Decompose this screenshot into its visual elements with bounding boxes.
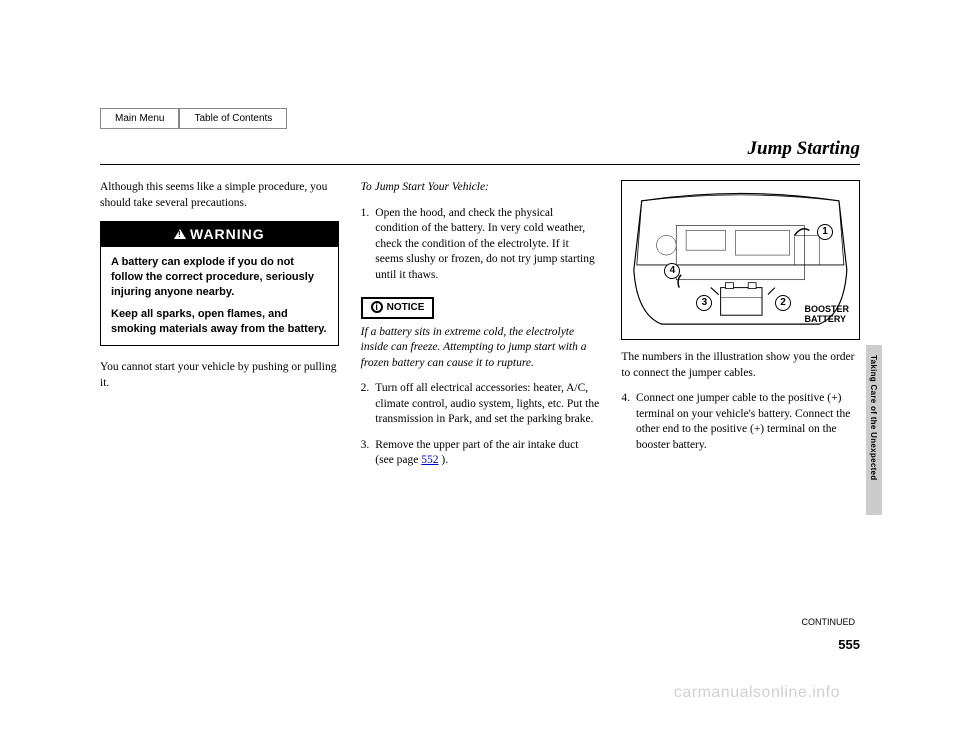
step3-num: 3. bbox=[361, 438, 370, 469]
diagram-caption: The numbers in the illustration show you… bbox=[621, 350, 860, 381]
step4-text: Connect one jumper cable to the positive… bbox=[636, 391, 860, 453]
warning-p2: Keep all sparks, open flames, and smokin… bbox=[111, 307, 328, 337]
engine-diagram: 1 2 3 4 BOOSTER BATTERY bbox=[621, 180, 860, 340]
procedure-heading: To Jump Start Your Vehicle: bbox=[361, 180, 600, 196]
notice-text: If a battery sits in extreme cold, the e… bbox=[361, 325, 600, 372]
warning-p1: A battery can explode if you do not foll… bbox=[111, 255, 328, 300]
warning-triangle-icon bbox=[174, 229, 186, 239]
page-link-552[interactable]: 552 bbox=[421, 454, 438, 466]
title-rule bbox=[100, 164, 860, 165]
continued-label: CONTINUED bbox=[802, 617, 856, 627]
warning-box: WARNING A battery can explode if you do … bbox=[100, 221, 339, 346]
step2-num: 2. bbox=[361, 381, 370, 428]
pushpull-text: You cannot start your vehicle by pushing… bbox=[100, 360, 339, 391]
notice-label: NOTICE bbox=[387, 302, 425, 313]
intro-text: Although this seems like a simple proced… bbox=[100, 180, 339, 211]
main-menu-button[interactable]: Main Menu bbox=[100, 108, 179, 129]
side-section-label: Taking Care of the Unexpected bbox=[869, 355, 878, 480]
step3-text: Remove the upper part of the air intake … bbox=[375, 438, 599, 469]
booster-battery-label: BOOSTER BATTERY bbox=[805, 305, 850, 325]
step3-b: ). bbox=[439, 454, 449, 466]
notice-box: i NOTICE bbox=[361, 297, 435, 319]
diagram-circle-2: 2 bbox=[775, 295, 791, 311]
step3-a: Remove the upper part of the air intake … bbox=[375, 439, 578, 467]
step1-text: Open the hood, and check the physical co… bbox=[375, 206, 599, 284]
warning-label: WARNING bbox=[190, 225, 265, 244]
diagram-circle-1: 1 bbox=[817, 224, 833, 240]
page-title: Jump Starting bbox=[748, 138, 860, 160]
step1-num: 1. bbox=[361, 206, 370, 284]
page-number: 555 bbox=[838, 637, 860, 652]
warning-header: WARNING bbox=[101, 222, 338, 247]
toc-button[interactable]: Table of Contents bbox=[179, 108, 287, 129]
step4-num: 4. bbox=[621, 391, 630, 453]
step2-text: Turn off all electrical accessories: hea… bbox=[375, 381, 599, 428]
watermark: carmanualsonline.info bbox=[674, 684, 840, 702]
notice-info-icon: i bbox=[371, 301, 383, 313]
